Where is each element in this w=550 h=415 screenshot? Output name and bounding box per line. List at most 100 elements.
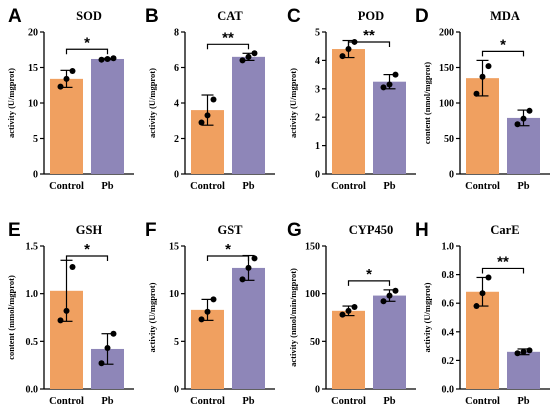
x-tick-label: Pb [383, 396, 395, 407]
y-tick-label: 0 [315, 170, 320, 181]
y-tick-label: 2 [315, 113, 320, 124]
bar-control [50, 78, 83, 174]
x-tick-label: Control [49, 181, 84, 192]
significance-marker: ** [222, 29, 234, 46]
panel-letter: D [415, 6, 429, 27]
y-tick-label: 1.0 [442, 242, 455, 253]
panel-letter: H [415, 220, 429, 241]
data-point [380, 84, 387, 91]
significance-marker: * [225, 241, 231, 258]
data-point [69, 263, 76, 270]
y-tick-label: 10 [28, 99, 38, 110]
bar-pb [507, 351, 540, 389]
significance-bracket [347, 41, 391, 47]
y-tick-label: 50 [444, 134, 454, 145]
y-axis-label: activity (U/mgprot) [147, 68, 157, 138]
data-point [63, 307, 70, 314]
chart-title: POD [358, 9, 384, 23]
panel-letter: E [8, 220, 21, 241]
significance-marker: * [366, 266, 372, 283]
significance-marker: ** [363, 27, 375, 44]
x-tick-label: Control [190, 181, 225, 192]
y-axis-label: activity (U/mgprot) [6, 68, 16, 138]
significance-marker: * [500, 36, 506, 53]
data-point [485, 63, 492, 70]
data-point [345, 46, 352, 53]
data-point [386, 292, 393, 299]
x-tick-label: Control [190, 396, 225, 407]
data-point [239, 57, 246, 64]
significance-marker: * [84, 241, 90, 258]
data-point [345, 307, 352, 314]
data-point [473, 90, 480, 97]
significance-bracket [206, 255, 250, 261]
data-point [514, 350, 521, 357]
data-point [63, 75, 70, 82]
data-point [110, 55, 117, 62]
chart-title: GST [217, 223, 243, 237]
panel-letter: G [287, 220, 302, 241]
bar-control [332, 310, 365, 389]
data-point [210, 96, 217, 103]
bar-pb [232, 56, 265, 174]
x-tick-label: Control [465, 396, 500, 407]
data-point [380, 298, 387, 305]
y-axis-label: activity (U/mgprot) [147, 282, 157, 352]
chart-panel-f: F GST activity (U/mgprot) 0 5 10 15 Control Pb * [145, 220, 275, 407]
chart-panel-b: B CAT activity (U/mgprot) 0 2 4 6 8 Control Pb ** [145, 6, 275, 192]
data-point [386, 81, 393, 88]
data-point [392, 71, 399, 78]
significance-bracket [481, 267, 525, 274]
y-tick-label: 150 [305, 242, 320, 253]
y-tick-label: 4 [315, 56, 320, 67]
data-point [110, 330, 117, 337]
bar-pb [507, 117, 540, 174]
panel-letter: C [287, 6, 301, 27]
bar-control [191, 309, 224, 389]
data-point [520, 115, 527, 122]
y-tick-label: 5 [33, 134, 38, 145]
chart-title: CarE [490, 223, 519, 237]
data-point [245, 53, 252, 60]
y-axis-label: content (nmol/mgprot) [422, 62, 432, 144]
y-tick-label: 0.5 [26, 337, 39, 348]
bar-pb [373, 81, 406, 174]
data-point [198, 119, 205, 126]
chart-title: MDA [490, 9, 520, 23]
x-tick-label: Control [331, 181, 366, 192]
chart-title: CYP450 [349, 223, 393, 237]
x-tick-label: Control [49, 396, 84, 407]
data-point [339, 53, 346, 60]
data-point [239, 276, 246, 283]
data-point [210, 296, 217, 303]
y-tick-label: 100 [305, 289, 320, 300]
data-point [204, 112, 211, 119]
significance-marker: ** [497, 253, 509, 270]
y-tick-label: 0.4 [442, 327, 455, 338]
y-tick-label: 8 [174, 28, 179, 39]
x-tick-label: Pb [517, 181, 529, 192]
panel-letter: B [145, 6, 159, 27]
significance-bracket [206, 43, 250, 50]
chart-panel-h: H CarE activity (U/mgprot) 0.0 0.2 0.4 0.6 0.8 1… [415, 220, 550, 407]
chart-title: GSH [76, 223, 103, 237]
data-point [198, 316, 205, 323]
y-tick-label: 0.2 [442, 356, 455, 367]
y-tick-label: 10 [169, 289, 179, 300]
data-point [339, 311, 346, 318]
y-tick-label: 0 [315, 385, 320, 396]
y-tick-label: 0.0 [26, 385, 39, 396]
data-point [526, 107, 533, 114]
data-point [104, 55, 111, 62]
y-tick-label: 1 [315, 141, 320, 152]
chart-title: SOD [76, 9, 102, 23]
bar-control [332, 49, 365, 174]
panel-letter: A [8, 6, 22, 27]
significance-bracket [481, 50, 525, 57]
data-point [479, 290, 486, 297]
y-tick-label: 100 [439, 99, 454, 110]
y-tick-label: 0 [174, 170, 179, 181]
data-point [98, 56, 105, 63]
significance-bracket [65, 255, 109, 261]
